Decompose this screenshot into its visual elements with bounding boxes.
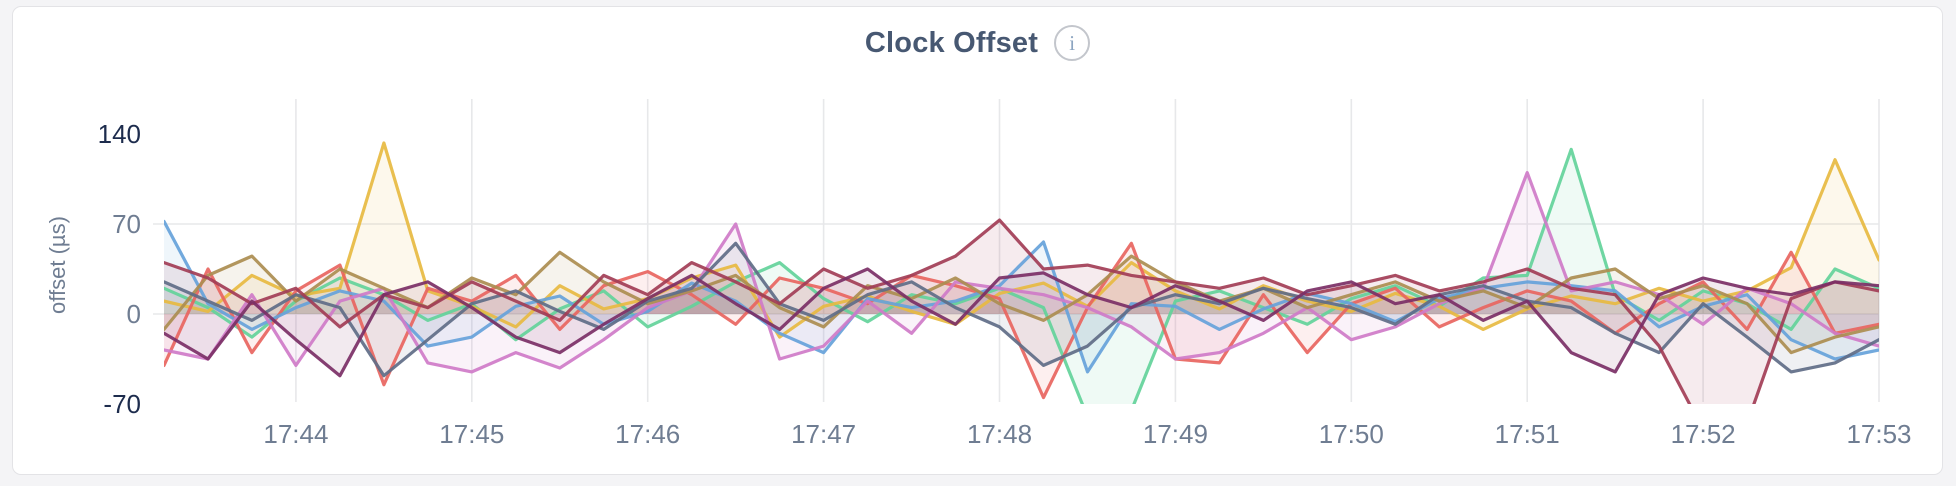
- svg-text:17:53: 17:53: [1846, 419, 1911, 449]
- svg-text:-70: -70: [103, 389, 141, 419]
- svg-text:0: 0: [127, 299, 141, 329]
- svg-text:17:45: 17:45: [439, 419, 504, 449]
- series-mint-line: [164, 147, 1879, 404]
- series-mint-area: [164, 149, 1879, 404]
- svg-text:140: 140: [98, 119, 141, 149]
- svg-text:17:44: 17:44: [263, 419, 328, 449]
- series-plum-line: [164, 267, 1879, 378]
- y-axis-labels: 140 70 0 -70: [98, 119, 141, 419]
- chart-title: Clock Offset: [864, 26, 1039, 59]
- svg-text:17:52: 17:52: [1671, 419, 1736, 449]
- svg-text:17:46: 17:46: [615, 419, 680, 449]
- chart-header: Clock Offset i: [13, 7, 1942, 79]
- x-axis-labels: 17:44 17:45 17:46 17:47 17:48 17:49 17:50 17:51…: [263, 419, 1911, 449]
- svg-text:17:47: 17:47: [791, 419, 856, 449]
- y-axis-title: offset (µs): [45, 216, 70, 314]
- clock-offset-chart[interactable]: 140 70 0 -70 17:44 17:45 17:46 17:47 17:48 17:49 1…: [13, 7, 1942, 474]
- series-orchid-line: [164, 171, 1879, 374]
- svg-text:17:48: 17:48: [967, 419, 1032, 449]
- clock-offset-card: Clock Offset i 140 70 0 -70 17:44 17:45 17:46 1…: [12, 6, 1943, 475]
- series-olive-line: [164, 250, 1879, 355]
- series-gold-line: [164, 141, 1879, 339]
- svg-text:17:50: 17:50: [1319, 419, 1384, 449]
- svg-text:17:51: 17:51: [1495, 419, 1560, 449]
- series-blue-line: [164, 219, 1879, 374]
- series-coral-area: [164, 243, 1879, 398]
- series-olive-area: [164, 252, 1879, 353]
- info-icon[interactable]: i: [1054, 25, 1091, 61]
- svg-text:17:49: 17:49: [1143, 419, 1208, 449]
- series-group: [164, 141, 1879, 404]
- series-orchid-area: [164, 172, 1879, 372]
- series-slate-line: [164, 241, 1879, 378]
- svg-text:70: 70: [112, 209, 141, 239]
